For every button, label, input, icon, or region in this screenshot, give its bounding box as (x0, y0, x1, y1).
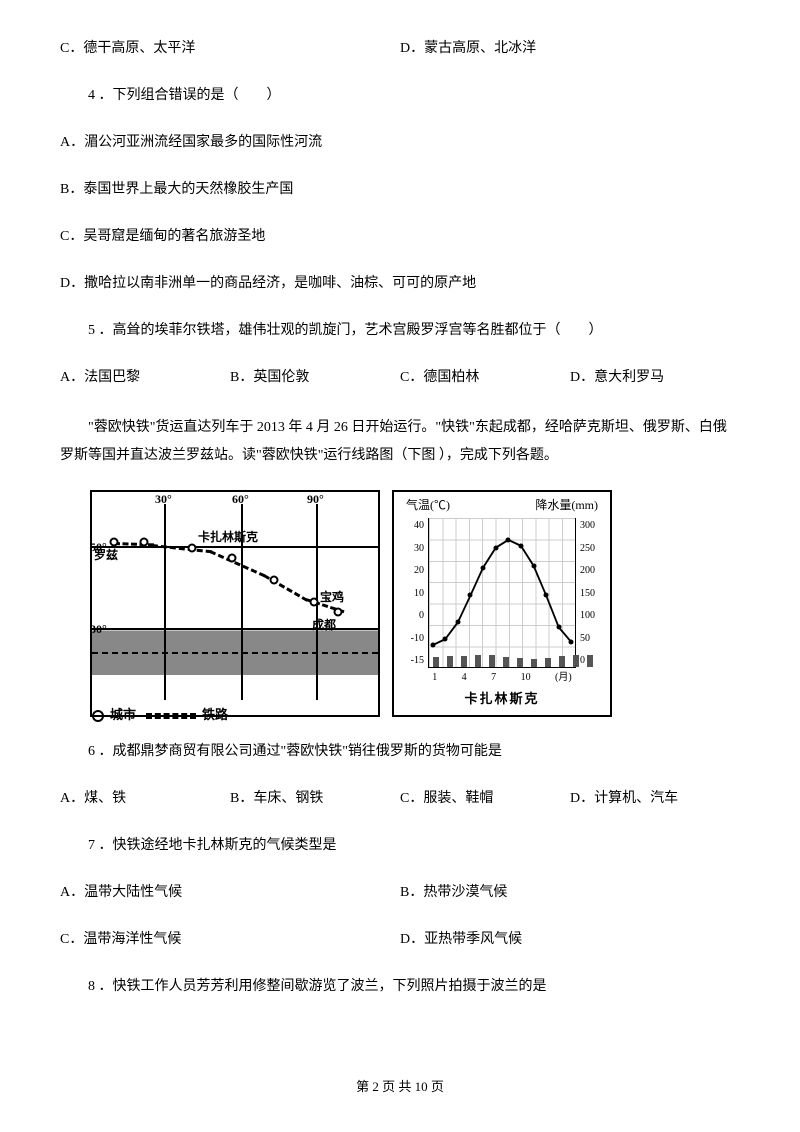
city-baoji: 宝鸡 (320, 588, 344, 606)
q4-option-d: D．撒哈拉以南非洲单一的商品经济，是咖啡、油棕、可可的原产地 (60, 273, 740, 294)
q4-option-a: A．湄公河亚洲流经国家最多的国际性河流 (60, 132, 740, 153)
chart-title-left: 气温(℃) (406, 496, 450, 514)
q6-stem: 6 ．成都鼎梦商贸有限公司通过"蓉欧快铁"销往俄罗斯的货物可能是 (60, 741, 740, 762)
climate-figure: 气温(℃) 降水量(mm) 40 30 20 10 0 -10 -15 300 … (392, 490, 612, 717)
q3-option-d: D．蒙古高原、北冰洋 (400, 38, 740, 59)
figure-container: 30° 60° 90° 50° 30° 罗兹 卡扎林斯克 (90, 490, 740, 717)
legend-rail: 铁路 (202, 707, 228, 722)
q7-stem: 7 ．快铁途经地卡扎林斯克的气候类型是 (60, 835, 740, 856)
q6-option-d: D．计算机、汽车 (570, 788, 740, 809)
q6-option-c: C．服装、鞋帽 (400, 788, 570, 809)
page-footer: 第 2 页 共 10 页 (0, 1077, 800, 1097)
q7-option-b: B．热带沙漠气候 (400, 882, 740, 903)
x-axis-months: 1 4 7 10 (月) (398, 670, 606, 685)
q7-option-a: A．温带大陆性气候 (60, 882, 400, 903)
q5-stem: 5 ．高耸的埃菲尔铁塔，雄伟壮观的凯旋门，艺术宫殿罗浮宫等名胜都位于（ ） (60, 320, 740, 341)
city-luozi: 罗兹 (94, 546, 118, 564)
q3-options-cd: C．德干高原、太平洋 D．蒙古高原、北冰洋 (60, 38, 740, 59)
plot-area (428, 518, 576, 668)
q5-option-a: A．法国巴黎 (60, 367, 230, 388)
q5-options: A．法国巴黎 B．英国伦敦 C．德国柏林 D．意大利罗马 (60, 367, 740, 388)
q6-option-b: B．车床、钢铁 (230, 788, 400, 809)
climate-station-name: 卡扎林斯克 (398, 689, 606, 709)
q7-options-ab: A．温带大陆性气候 B．热带沙漠气候 (60, 882, 740, 903)
q5-option-d: D．意大利罗马 (570, 367, 740, 388)
y-axis-left: 40 30 20 10 0 -10 -15 (402, 518, 424, 668)
y-axis-right: 300 250 200 150 100 50 0 (580, 518, 602, 668)
map-legend: 城市 铁路 (92, 705, 228, 725)
q4-option-c: C．吴哥窟是缅甸的著名旅游圣地 (60, 226, 740, 247)
temp-curve (429, 518, 575, 667)
q4-option-b: B．泰国世界上最大的天然橡胶生产国 (60, 179, 740, 200)
city-kazhalinsk: 卡扎林斯克 (198, 528, 258, 546)
q6-option-a: A．煤、铁 (60, 788, 230, 809)
passage-text: "蓉欧快铁"货运直达列车于 2013 年 4 月 26 日开始运行。"快铁"东起… (60, 414, 740, 470)
q5-option-b: B．英国伦敦 (230, 367, 400, 388)
city-chengdu: 成都 (312, 616, 336, 634)
legend-city: 城市 (110, 707, 136, 722)
map-figure: 30° 60° 90° 50° 30° 罗兹 卡扎林斯克 (90, 490, 380, 717)
q3-option-c: C．德干高原、太平洋 (60, 38, 400, 59)
q7-option-d: D．亚热带季风气候 (400, 929, 740, 950)
chart-title-right: 降水量(mm) (535, 496, 598, 514)
q4-stem: 4 ．下列组合错误的是（ ） (60, 85, 740, 106)
q7-option-c: C．温带海洋性气候 (60, 929, 400, 950)
q7-options-cd: C．温带海洋性气候 D．亚热带季风气候 (60, 929, 740, 950)
q8-stem: 8 ．快铁工作人员芳芳利用修整间歇游览了波兰，下列照片拍摄于波兰的是 (60, 976, 740, 997)
climate-chart-area: 40 30 20 10 0 -10 -15 300 250 200 150 10… (404, 518, 600, 668)
q5-option-c: C．德国柏林 (400, 367, 570, 388)
q6-options: A．煤、铁 B．车床、钢铁 C．服装、鞋帽 D．计算机、汽车 (60, 788, 740, 809)
